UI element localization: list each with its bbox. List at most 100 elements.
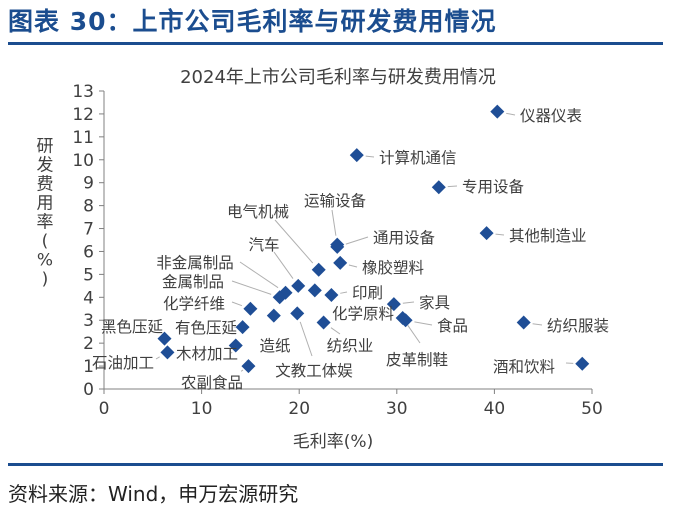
data-point-marker: [228, 338, 243, 353]
y-axis-label-char: 费: [37, 175, 54, 195]
data-point-marker: [516, 315, 531, 330]
point-label: 皮革制鞋: [386, 351, 448, 369]
point-label: 家具: [419, 294, 450, 312]
leader-line: [402, 301, 415, 304]
data-point-marker: [386, 297, 401, 312]
data-point-marker: [324, 288, 339, 303]
point-label: 橡胶塑料: [362, 259, 424, 277]
leader-line: [348, 264, 358, 268]
data-point-marker: [241, 359, 256, 374]
data-point-marker: [395, 310, 410, 325]
leader-line: [299, 321, 313, 357]
point-label: 石油加工: [92, 354, 154, 372]
point-label: 非金属制品: [156, 254, 234, 272]
data-point-marker: [311, 262, 326, 277]
y-axis-label-char: 率: [37, 213, 54, 233]
leader-line: [345, 236, 369, 245]
x-tick-label: 40: [484, 399, 506, 419]
y-tick-label: 10: [72, 151, 94, 171]
leader-line: [506, 112, 516, 116]
data-point-marker: [160, 345, 175, 360]
leader-line: [239, 261, 279, 289]
y-tick-label: 11: [72, 128, 94, 148]
data-point-marker: [290, 306, 305, 321]
figure-title: 图表 30：上市公司毛利率与研发费用情况: [8, 7, 497, 36]
point-label: 运输设备: [304, 192, 367, 210]
point-label: 金属制品: [162, 273, 224, 291]
point-label: 化学纤维: [163, 295, 225, 313]
y-axis-label-char: 用: [37, 194, 54, 214]
leader-line: [365, 155, 375, 158]
y-axis-label-char: 发: [37, 156, 54, 176]
point-label: 纺织服装: [547, 317, 609, 335]
x-tick-label: 20: [288, 399, 310, 419]
data-point-marker: [431, 180, 446, 195]
leader-line: [414, 321, 433, 326]
source-note: 资料来源：Wind，申万宏源研究: [8, 482, 299, 506]
data-point-marker: [316, 315, 331, 330]
x-axis-label: 毛利率(%): [293, 432, 373, 452]
y-axis-label-char: 研: [37, 137, 54, 157]
point-label: 黑色压延: [101, 318, 163, 336]
point-label: 通用设备: [373, 229, 436, 247]
y-axis-label-char: %: [37, 251, 53, 271]
x-tick-label: 50: [581, 399, 603, 419]
y-axis-label: 研发费用率(%): [37, 137, 54, 290]
leader-line: [330, 327, 341, 335]
point-label: 专用设备: [462, 178, 525, 196]
x-tick-label: 0: [99, 399, 110, 419]
y-tick-label: 1: [83, 357, 94, 377]
data-point-marker: [243, 301, 258, 316]
point-label: 文教工体娱: [275, 362, 353, 380]
x-tick-label: 10: [191, 399, 213, 419]
data-point-marker: [349, 148, 364, 163]
y-axis-label-char: (: [42, 232, 49, 252]
point-label: 造纸: [259, 337, 290, 355]
footer-divider: [8, 463, 663, 466]
y-tick-label: 3: [83, 311, 94, 331]
y-tick-label: 7: [83, 220, 94, 240]
point-label: 其他制造业: [509, 227, 587, 245]
leader-line: [407, 325, 421, 344]
leader-line: [447, 185, 458, 188]
point-label: 汽车: [248, 236, 279, 254]
point-label: 食品: [437, 317, 468, 335]
leader-line: [240, 369, 244, 372]
chart-title: 2024年上市公司毛利率与研发费用情况: [180, 67, 496, 88]
data-point-marker: [157, 331, 172, 346]
point-label: 酒和饮料: [493, 358, 555, 376]
leader-line: [273, 251, 294, 279]
data-point-marker: [291, 278, 306, 293]
y-tick-label: 12: [72, 105, 94, 125]
data-point-marker: [307, 283, 322, 298]
leader-line: [231, 280, 272, 295]
y-tick-label: 6: [83, 242, 94, 262]
leader-line: [155, 356, 160, 360]
x-tick-label: 30: [386, 399, 408, 419]
y-tick-label: 5: [83, 265, 94, 285]
y-tick-label: 13: [72, 82, 94, 102]
leader-line: [274, 219, 314, 264]
point-label: 电气机械: [227, 203, 289, 221]
data-points: [157, 104, 590, 374]
data-point-marker: [266, 308, 281, 323]
point-label: 木材加工: [176, 345, 238, 363]
y-tick-label: 0: [83, 380, 94, 400]
point-label: 有色压延: [175, 319, 237, 337]
y-tick-label: 2: [83, 334, 94, 354]
leader-line: [231, 301, 243, 307]
point-label: 纺织业: [327, 337, 374, 355]
data-point-marker: [575, 356, 590, 371]
y-axis-label-char: ): [42, 270, 49, 290]
point-label: 计算机通信: [379, 148, 457, 167]
y-tick-label: 8: [83, 197, 94, 217]
leader-line: [532, 323, 543, 326]
data-point-marker: [330, 239, 345, 254]
data-point-marker: [235, 320, 250, 335]
leader-line: [230, 351, 233, 354]
data-point-marker: [490, 104, 505, 119]
label-leader-lines: [155, 112, 574, 372]
